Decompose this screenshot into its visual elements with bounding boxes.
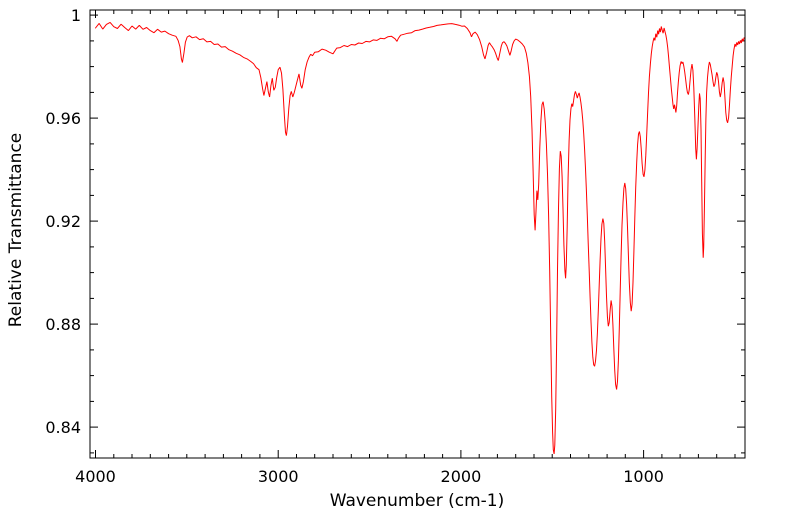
y-tick-label: 0.88 bbox=[45, 315, 81, 334]
axis-ticks: 4000 3000 2000 1000 0.84 0.88 0.92 0.96 1 bbox=[45, 6, 745, 486]
x-tick-label: 4000 bbox=[75, 467, 116, 486]
y-tick-label: 1 bbox=[71, 6, 81, 25]
x-tick-label: 3000 bbox=[258, 467, 299, 486]
x-tick-label: 2000 bbox=[441, 467, 482, 486]
spectrum-line bbox=[95, 21, 745, 454]
y-tick-label: 0.84 bbox=[45, 418, 81, 437]
x-tick-label: 1000 bbox=[623, 467, 664, 486]
plot-border bbox=[89, 9, 746, 459]
y-tick-label: 0.96 bbox=[45, 109, 81, 128]
x-axis-label: Wavenumber (cm-1) bbox=[330, 491, 505, 511]
y-axis-label: Relative Transmittance bbox=[6, 133, 26, 328]
y-tick-label: 0.92 bbox=[45, 212, 81, 231]
